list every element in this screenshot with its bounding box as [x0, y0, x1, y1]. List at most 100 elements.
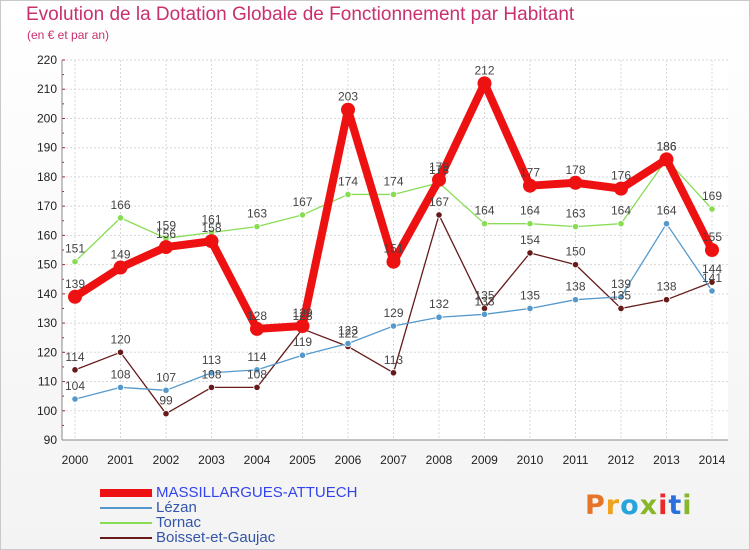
data-point: [71, 366, 79, 374]
y-tick-label: 170: [37, 199, 57, 213]
data-label: 114: [247, 350, 266, 364]
data-point: [708, 287, 716, 295]
data-label: 138: [565, 280, 585, 294]
data-label: 176: [611, 169, 631, 183]
data-label: 164: [611, 204, 631, 218]
data-point: [705, 243, 719, 257]
data-point: [298, 351, 307, 359]
data-point: [435, 313, 443, 321]
logo-letter: o: [620, 490, 640, 521]
data-point: [253, 383, 261, 391]
data-label: 174: [383, 174, 403, 188]
data-label: 151: [65, 242, 85, 256]
y-tick-label: 200: [37, 111, 57, 125]
y-tick-label: 120: [37, 345, 57, 359]
data-label: 133: [474, 294, 494, 308]
legend-swatch: [100, 522, 152, 524]
x-tick-label: 2014: [699, 453, 726, 467]
data-label: 161: [201, 212, 221, 226]
data-label: 178: [429, 163, 449, 177]
data-point: [386, 254, 401, 269]
legend-swatch: [100, 507, 152, 509]
y-tick-label: 180: [37, 170, 57, 184]
data-label: 107: [156, 370, 176, 384]
y-tick-label: 130: [37, 316, 57, 330]
data-label: 144: [702, 262, 722, 276]
data-label: 169: [702, 189, 722, 203]
legend-label: Boisset-et-Gaujac: [156, 529, 276, 546]
logo-letter: r: [605, 490, 621, 521]
logo-letter: x: [639, 490, 659, 521]
y-tick-label: 190: [37, 141, 57, 155]
data-label: 139: [65, 277, 85, 291]
data-point: [389, 322, 398, 330]
data-point: [708, 278, 716, 286]
data-label: 163: [565, 207, 585, 221]
data-label: 108: [247, 367, 267, 381]
data-label: 154: [520, 233, 540, 247]
data-label: 159: [156, 218, 176, 232]
legend-swatch: [100, 537, 152, 539]
data-label: 177: [520, 166, 540, 180]
data-point: [617, 304, 625, 313]
data-point: [568, 175, 583, 190]
data-label: 179: [429, 160, 449, 174]
data-point: [204, 234, 219, 249]
data-label: 104: [65, 379, 85, 393]
data-label: 129: [292, 306, 312, 320]
data-point: [435, 211, 443, 219]
x-tick-label: 2009: [471, 453, 498, 467]
x-tick-label: 2008: [426, 453, 453, 467]
data-label: 99: [159, 394, 173, 408]
data-point: [526, 249, 534, 257]
y-tick-label: 100: [37, 404, 57, 418]
data-label: 150: [565, 245, 585, 259]
data-point: [250, 321, 264, 336]
data-point: [341, 102, 355, 117]
data-label: 178: [565, 163, 585, 177]
data-label: 166: [110, 198, 130, 212]
y-tick-label: 110: [38, 375, 57, 389]
x-tick-label: 2012: [608, 453, 635, 467]
data-point: [477, 76, 492, 91]
data-point: [480, 310, 489, 318]
data-label: 164: [520, 204, 540, 218]
data-label: 203: [338, 90, 358, 104]
data-label: 151: [383, 242, 403, 256]
data-point: [253, 366, 261, 374]
logo-letter: i: [682, 490, 693, 521]
data-label: 186: [656, 139, 676, 153]
y-tick-label: 90: [44, 433, 58, 447]
x-tick-label: 2010: [517, 453, 544, 467]
data-point: [159, 240, 173, 255]
data-point: [432, 172, 446, 187]
data-point: [71, 395, 79, 403]
data-point: [253, 223, 261, 231]
data-point: [662, 296, 671, 304]
logo-letter: P: [585, 490, 606, 521]
proxiti-logo: Proxiti: [585, 490, 693, 521]
data-label: 158: [201, 221, 221, 235]
data-label: 132: [429, 297, 449, 311]
data-label: 108: [110, 367, 130, 381]
data-label: 174: [338, 174, 358, 188]
logo-letter: t: [668, 490, 683, 521]
data-point: [662, 220, 671, 228]
x-tick-label: 2011: [563, 453, 589, 467]
data-label: 138: [656, 280, 676, 294]
y-tick-label: 150: [37, 258, 57, 272]
data-point: [389, 190, 398, 199]
x-tick-label: 2001: [107, 453, 134, 467]
x-tick-label: 2007: [380, 453, 407, 467]
data-label: 119: [293, 335, 312, 349]
logo-letter: i: [658, 490, 669, 521]
x-tick-label: 2004: [244, 453, 271, 467]
y-tick-label: 210: [37, 82, 57, 96]
x-tick-label: 2003: [198, 453, 225, 467]
data-point: [68, 289, 82, 304]
data-label: 135: [520, 288, 540, 302]
x-tick-label: 2000: [62, 453, 89, 467]
x-tick-label: 2005: [289, 453, 316, 467]
data-point: [571, 261, 580, 269]
